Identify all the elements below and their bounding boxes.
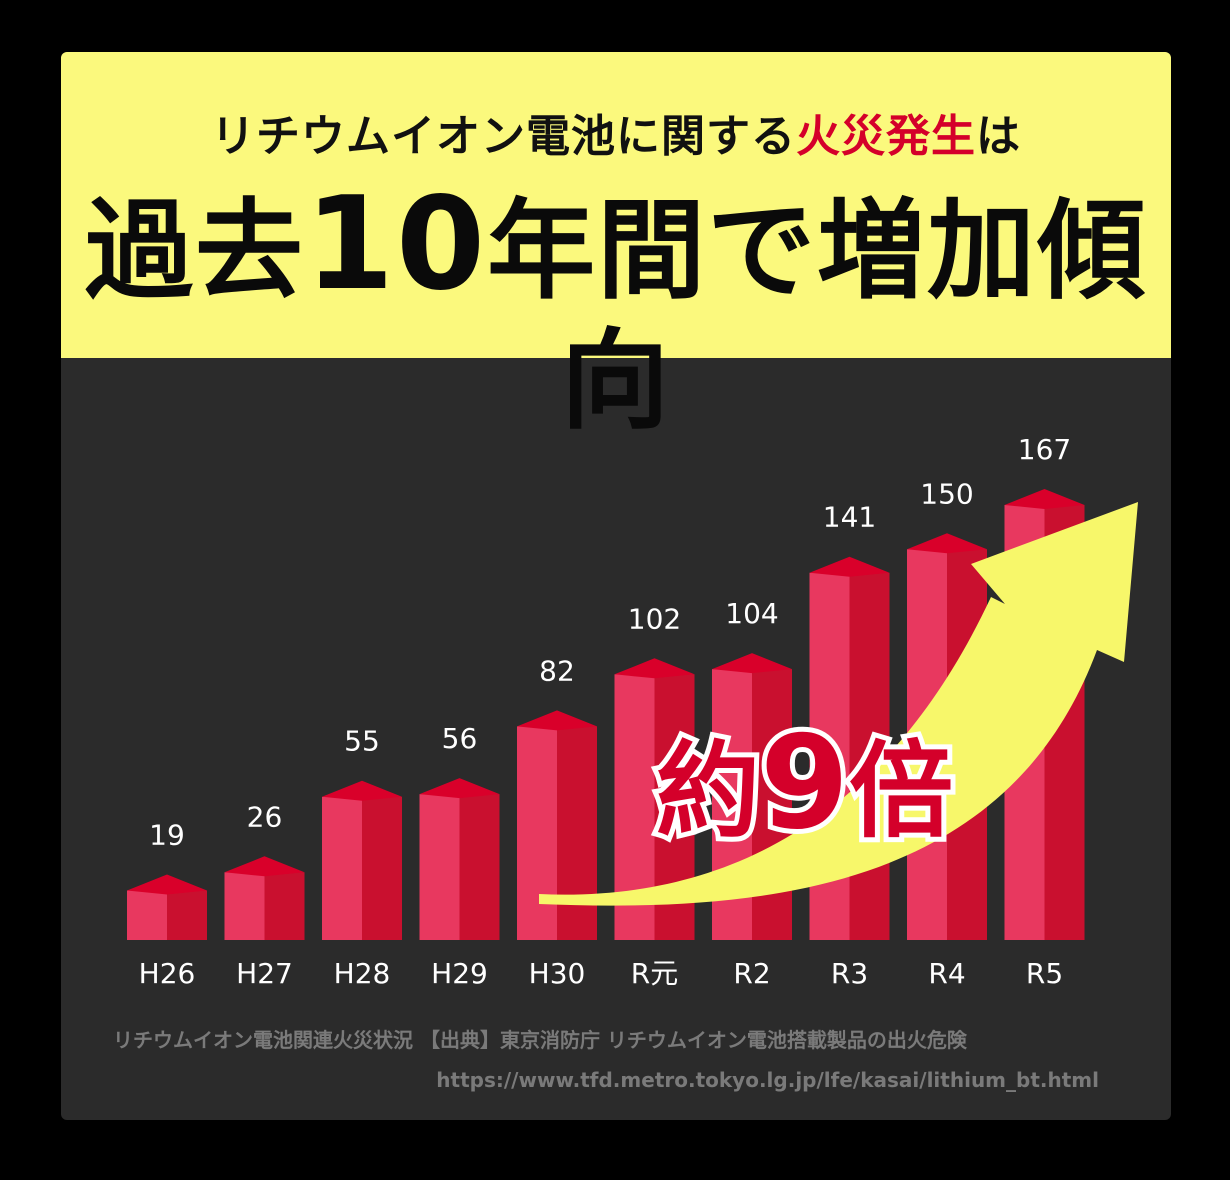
ratio-number: 9 <box>755 709 854 859</box>
bar-H30 <box>517 710 597 940</box>
category-label: R3 <box>831 957 868 990</box>
bar-front-face <box>419 794 460 940</box>
headline-line2: 過去10年間で増加傾向 <box>61 180 1171 447</box>
value-label: 55 <box>344 725 380 758</box>
bar-side-face <box>264 872 305 940</box>
bar-H28 <box>322 780 402 940</box>
bar-front-face <box>322 796 362 940</box>
header-banner: リチウムイオン電池に関する火災発生は 過去10年間で増加傾向 <box>61 52 1171 444</box>
category-label: R元 <box>631 957 678 990</box>
bar-chart: 19 H26 26 H27 55 H28 56 H29 82 H30 102 R元 104 R2 141 R3… <box>127 433 1138 990</box>
bar-side-face <box>557 726 597 940</box>
category-label: H29 <box>431 957 488 990</box>
ratio-prefix: 約 <box>651 725 765 857</box>
labels-layer: 19 H26 26 H27 55 H28 56 H29 82 H30 102 R元 104 R2 141 R3… <box>139 433 1072 990</box>
bar-front-face <box>224 872 265 940</box>
trend-arrow <box>539 502 1138 906</box>
bar-top-face <box>127 874 207 895</box>
category-label: R4 <box>928 957 965 990</box>
headline-line1: リチウムイオン電池に関する火災発生は <box>61 100 1171 164</box>
category-label: H28 <box>334 957 391 990</box>
bar-side-face <box>459 794 500 940</box>
ratio-suffix: 倍 <box>844 725 958 857</box>
value-label: 26 <box>247 800 283 833</box>
bar-top-face <box>614 658 695 679</box>
category-label: H27 <box>236 957 293 990</box>
bar-front-face <box>517 726 557 940</box>
source-caption: リチウムイオン電池関連火災状況 【出典】東京消防庁 リチウムイオン電池搭載製品の… <box>113 1028 967 1052</box>
bar-H26 <box>127 874 207 940</box>
bar-H29 <box>419 778 500 940</box>
bar-front-face <box>127 890 167 940</box>
value-label: 56 <box>442 722 478 755</box>
value-label: 104 <box>725 597 778 630</box>
headline-part2: は <box>976 111 1021 162</box>
category-label: R5 <box>1026 957 1063 990</box>
bar-side-face <box>849 572 890 940</box>
source-url: https://www.tfd.metro.tokyo.lg.jp/lfe/ka… <box>436 1068 1099 1092</box>
ratio-annotation: 約9倍 <box>651 709 1076 859</box>
category-label: H30 <box>529 957 586 990</box>
headline-line2-number: 10 <box>304 170 488 319</box>
bar-top-face <box>419 778 500 799</box>
bar-top-face <box>907 533 987 554</box>
headline-line2-part2: 年間で増加傾向 <box>487 189 1148 444</box>
value-label: 167 <box>1018 433 1071 466</box>
value-label: 102 <box>628 602 681 635</box>
chart-card: リチウムイオン電池に関する火災発生は 過去10年間で増加傾向 19 H26 26 H2… <box>61 52 1171 1120</box>
value-label: 141 <box>823 501 876 534</box>
value-label: 82 <box>539 654 575 687</box>
value-label: 150 <box>920 477 973 510</box>
bar-side-face <box>362 796 402 940</box>
bar-top-face <box>809 556 890 577</box>
bar-top-face <box>322 780 402 801</box>
headline-line2-part1: 過去 <box>84 189 305 314</box>
bar-H27 <box>224 856 305 940</box>
bar-top-face <box>1004 489 1085 509</box>
value-label: 19 <box>149 819 185 852</box>
headline-highlight: 火災発生 <box>796 111 976 162</box>
category-label: H26 <box>139 957 196 990</box>
bar-top-face <box>712 653 792 674</box>
bar-side-face <box>167 890 207 940</box>
bar-top-face <box>517 710 597 731</box>
bar-top-face <box>224 856 305 877</box>
trend-arrow-layer <box>539 502 1138 906</box>
headline-part1: リチウムイオン電池に関する <box>211 111 796 162</box>
category-label: R2 <box>733 957 770 990</box>
